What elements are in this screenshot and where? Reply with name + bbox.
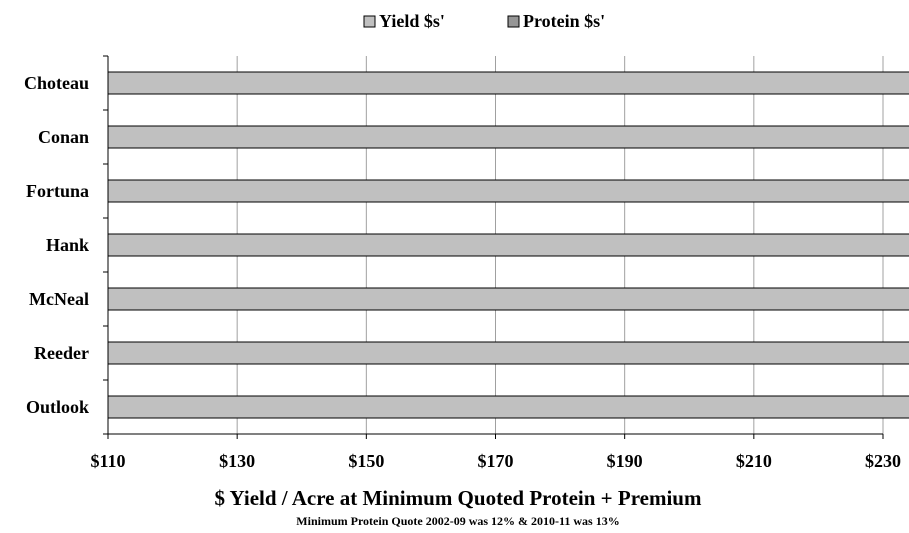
x-axis-title: $ Yield / Acre at Minimum Quoted Protein… xyxy=(215,486,702,510)
x-tick-label: $230 xyxy=(865,451,901,471)
chart-subtitle: Minimum Protein Quote 2002-09 was 12% & … xyxy=(296,514,619,528)
category-label: Reeder xyxy=(34,343,89,363)
bar-yield-conan xyxy=(107,125,909,149)
bar-yield-hank xyxy=(107,233,909,257)
category-label: Hank xyxy=(46,235,89,255)
bars xyxy=(107,71,909,419)
legend: Yield $s' Protein $s' xyxy=(363,11,605,31)
bar-yield-mcneal xyxy=(107,287,909,311)
x-tick-label: $150 xyxy=(348,451,384,471)
axes xyxy=(103,55,884,439)
legend-label: Protein $s' xyxy=(523,11,605,31)
category-label: Outlook xyxy=(26,397,89,417)
bar-yield-fortuna xyxy=(107,179,909,203)
category-label: Conan xyxy=(38,127,89,147)
category-labels: Choteau Conan Fortuna Hank McNeal Reeder Outlo… xyxy=(24,73,89,417)
legend-swatch xyxy=(507,15,520,28)
bar-yield-reeder xyxy=(107,341,909,365)
category-label: Choteau xyxy=(24,73,89,93)
category-label: Fortuna xyxy=(26,181,89,201)
bar-yield-choteau xyxy=(107,71,909,95)
category-label: McNeal xyxy=(29,289,89,309)
x-tick-label: $210 xyxy=(736,451,772,471)
bar-yield-outlook xyxy=(107,395,909,419)
legend-swatch xyxy=(363,15,376,28)
x-tick-label: $130 xyxy=(219,451,255,471)
legend-label: Yield $s' xyxy=(379,11,445,31)
x-tick-labels: $110 $130 $150 $170 $190 $210 $230 xyxy=(90,451,901,471)
x-tick-label: $110 xyxy=(90,451,125,471)
x-tick-label: $170 xyxy=(478,451,514,471)
x-tick-label: $190 xyxy=(607,451,643,471)
